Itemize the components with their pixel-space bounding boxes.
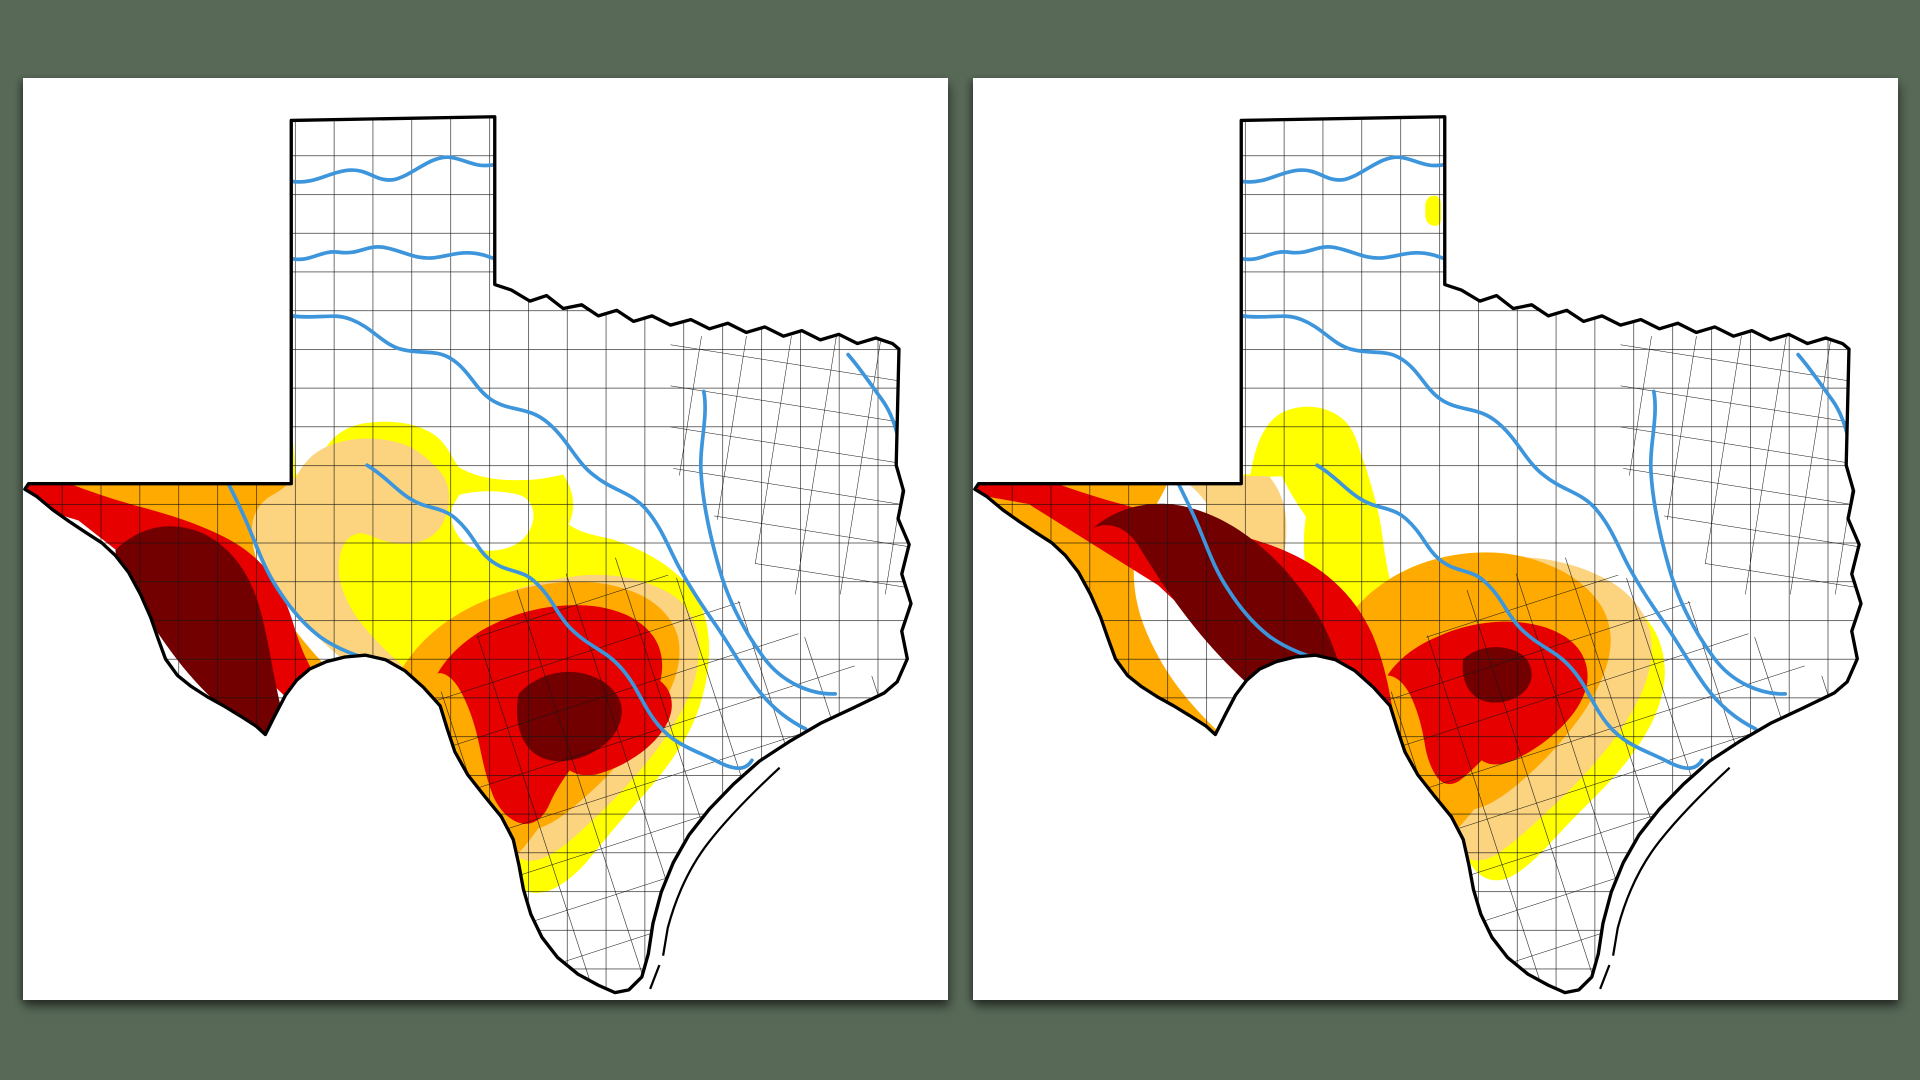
drought-map-panel-left [23, 78, 948, 1000]
county-grid [24, 116, 911, 993]
county-grid [974, 116, 1861, 993]
drought-map-panel-right [973, 78, 1898, 1000]
texas-drought-map-left [23, 115, 913, 995]
texas-drought-map-right [973, 115, 1863, 995]
